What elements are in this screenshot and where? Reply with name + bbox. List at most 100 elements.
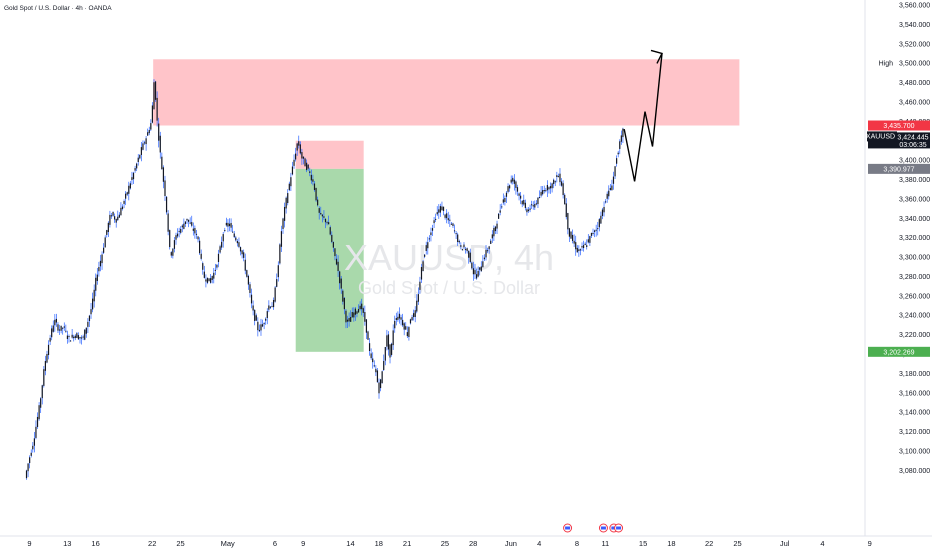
candle-body: [471, 262, 473, 269]
y-tick-label: 3,080.000: [899, 468, 930, 475]
candle-body: [622, 128, 624, 138]
candle-body: [436, 212, 438, 215]
candle-body: [409, 319, 412, 324]
candle-body: [606, 193, 608, 199]
candle-body: [310, 174, 312, 181]
x-tick-label: 13: [63, 539, 71, 548]
symbol-badge-text: XAUUSD: [866, 134, 895, 141]
candle-body: [498, 213, 500, 219]
x-tick-label: Jul: [780, 539, 790, 548]
candle-body: [483, 257, 486, 260]
candle-body: [475, 274, 478, 279]
candle-body: [540, 191, 542, 196]
candle-body: [516, 187, 519, 192]
candle-body: [195, 233, 198, 235]
candle-body: [395, 318, 397, 321]
candle-body: [158, 123, 160, 141]
candle-body: [104, 237, 106, 248]
candle-body: [114, 216, 116, 220]
zone-resistance: [153, 59, 740, 126]
candle-body: [214, 269, 216, 271]
candle-body: [502, 199, 504, 203]
zone-target: [295, 168, 364, 352]
candle-body: [556, 175, 558, 177]
y-tick-label: 3,100.000: [899, 448, 930, 455]
candle-body: [203, 271, 205, 278]
candle-body: [343, 297, 345, 310]
x-tick-label: 14: [346, 539, 354, 548]
candle-body: [359, 305, 361, 310]
candle-body: [150, 123, 152, 130]
candle-body: [571, 234, 574, 241]
candle-body: [501, 206, 503, 208]
candle-body: [77, 335, 80, 340]
candle-body: [178, 230, 180, 232]
y-tick-label: 3,300.000: [899, 255, 930, 262]
candle-body: [424, 254, 426, 257]
candle-body: [529, 208, 531, 210]
projection-path: [623, 53, 663, 182]
candle-body: [263, 323, 265, 325]
price-axis[interactable]: 3,560.000 3,540.000 3,520.000 3,500.000 3,48…: [879, 3, 931, 475]
candle-body: [589, 236, 591, 243]
candle-body: [365, 319, 368, 333]
x-tick-label: 25: [176, 539, 184, 548]
time-axis[interactable]: 9 13 16 22 25 May 6 9 14 18 21 25 28 Jun 4 8 11 15 18 22 25 J…: [27, 539, 871, 548]
candle-body: [527, 209, 530, 212]
price-label-badge: [868, 346, 930, 357]
flag-stripe-icon: [616, 526, 622, 530]
candle-body: [609, 187, 611, 191]
candle-body: [446, 213, 448, 219]
candle-body: [507, 186, 509, 192]
candle-body: [390, 343, 393, 355]
candle-body: [565, 203, 567, 218]
candle-body: [41, 385, 43, 399]
candle-body: [318, 208, 320, 213]
candle-body: [468, 250, 470, 258]
x-tick-label: 11: [601, 539, 609, 548]
candle-body: [425, 245, 427, 251]
candle-body: [90, 309, 92, 315]
candle-body: [442, 206, 445, 211]
candle-body: [439, 206, 441, 213]
candle-body: [287, 193, 289, 204]
candle-body: [227, 222, 229, 227]
candle-body: [206, 277, 209, 283]
candle-body: [482, 261, 484, 268]
candle-body: [449, 219, 451, 221]
candle-body: [598, 219, 600, 228]
candle-body: [46, 353, 48, 363]
y-tick-label: 3,280.000: [899, 274, 930, 281]
candle-body: [115, 218, 117, 223]
candle-body: [235, 237, 237, 241]
candle-body: [107, 222, 109, 233]
candle-body: [76, 333, 78, 338]
candle-body: [197, 236, 199, 240]
x-tick-label: 21: [403, 539, 411, 548]
candle-body: [40, 398, 42, 408]
candle-body: [265, 318, 267, 321]
y-tick-label: 3,360.000: [899, 196, 930, 203]
candle-body: [268, 305, 270, 310]
candle-body: [505, 192, 508, 197]
y-tick-label: 3,320.000: [899, 235, 930, 242]
candle-body: [461, 249, 464, 251]
candle-body: [570, 231, 572, 239]
candle-body: [221, 241, 223, 248]
candle-body: [378, 382, 380, 394]
candle-body: [605, 201, 607, 203]
candle-body: [238, 242, 240, 247]
candle-body: [616, 158, 618, 164]
candle-body: [103, 247, 105, 253]
candle-body: [592, 232, 594, 234]
candle-body: [312, 179, 314, 182]
candle-body: [386, 335, 388, 347]
candle-body: [239, 247, 242, 252]
x-tick-label: 9: [301, 539, 305, 548]
candle-body: [213, 272, 215, 279]
candle-body: [351, 312, 353, 318]
candle-body: [428, 238, 430, 240]
candle-body: [98, 266, 100, 272]
x-tick-label: 9: [27, 539, 31, 548]
